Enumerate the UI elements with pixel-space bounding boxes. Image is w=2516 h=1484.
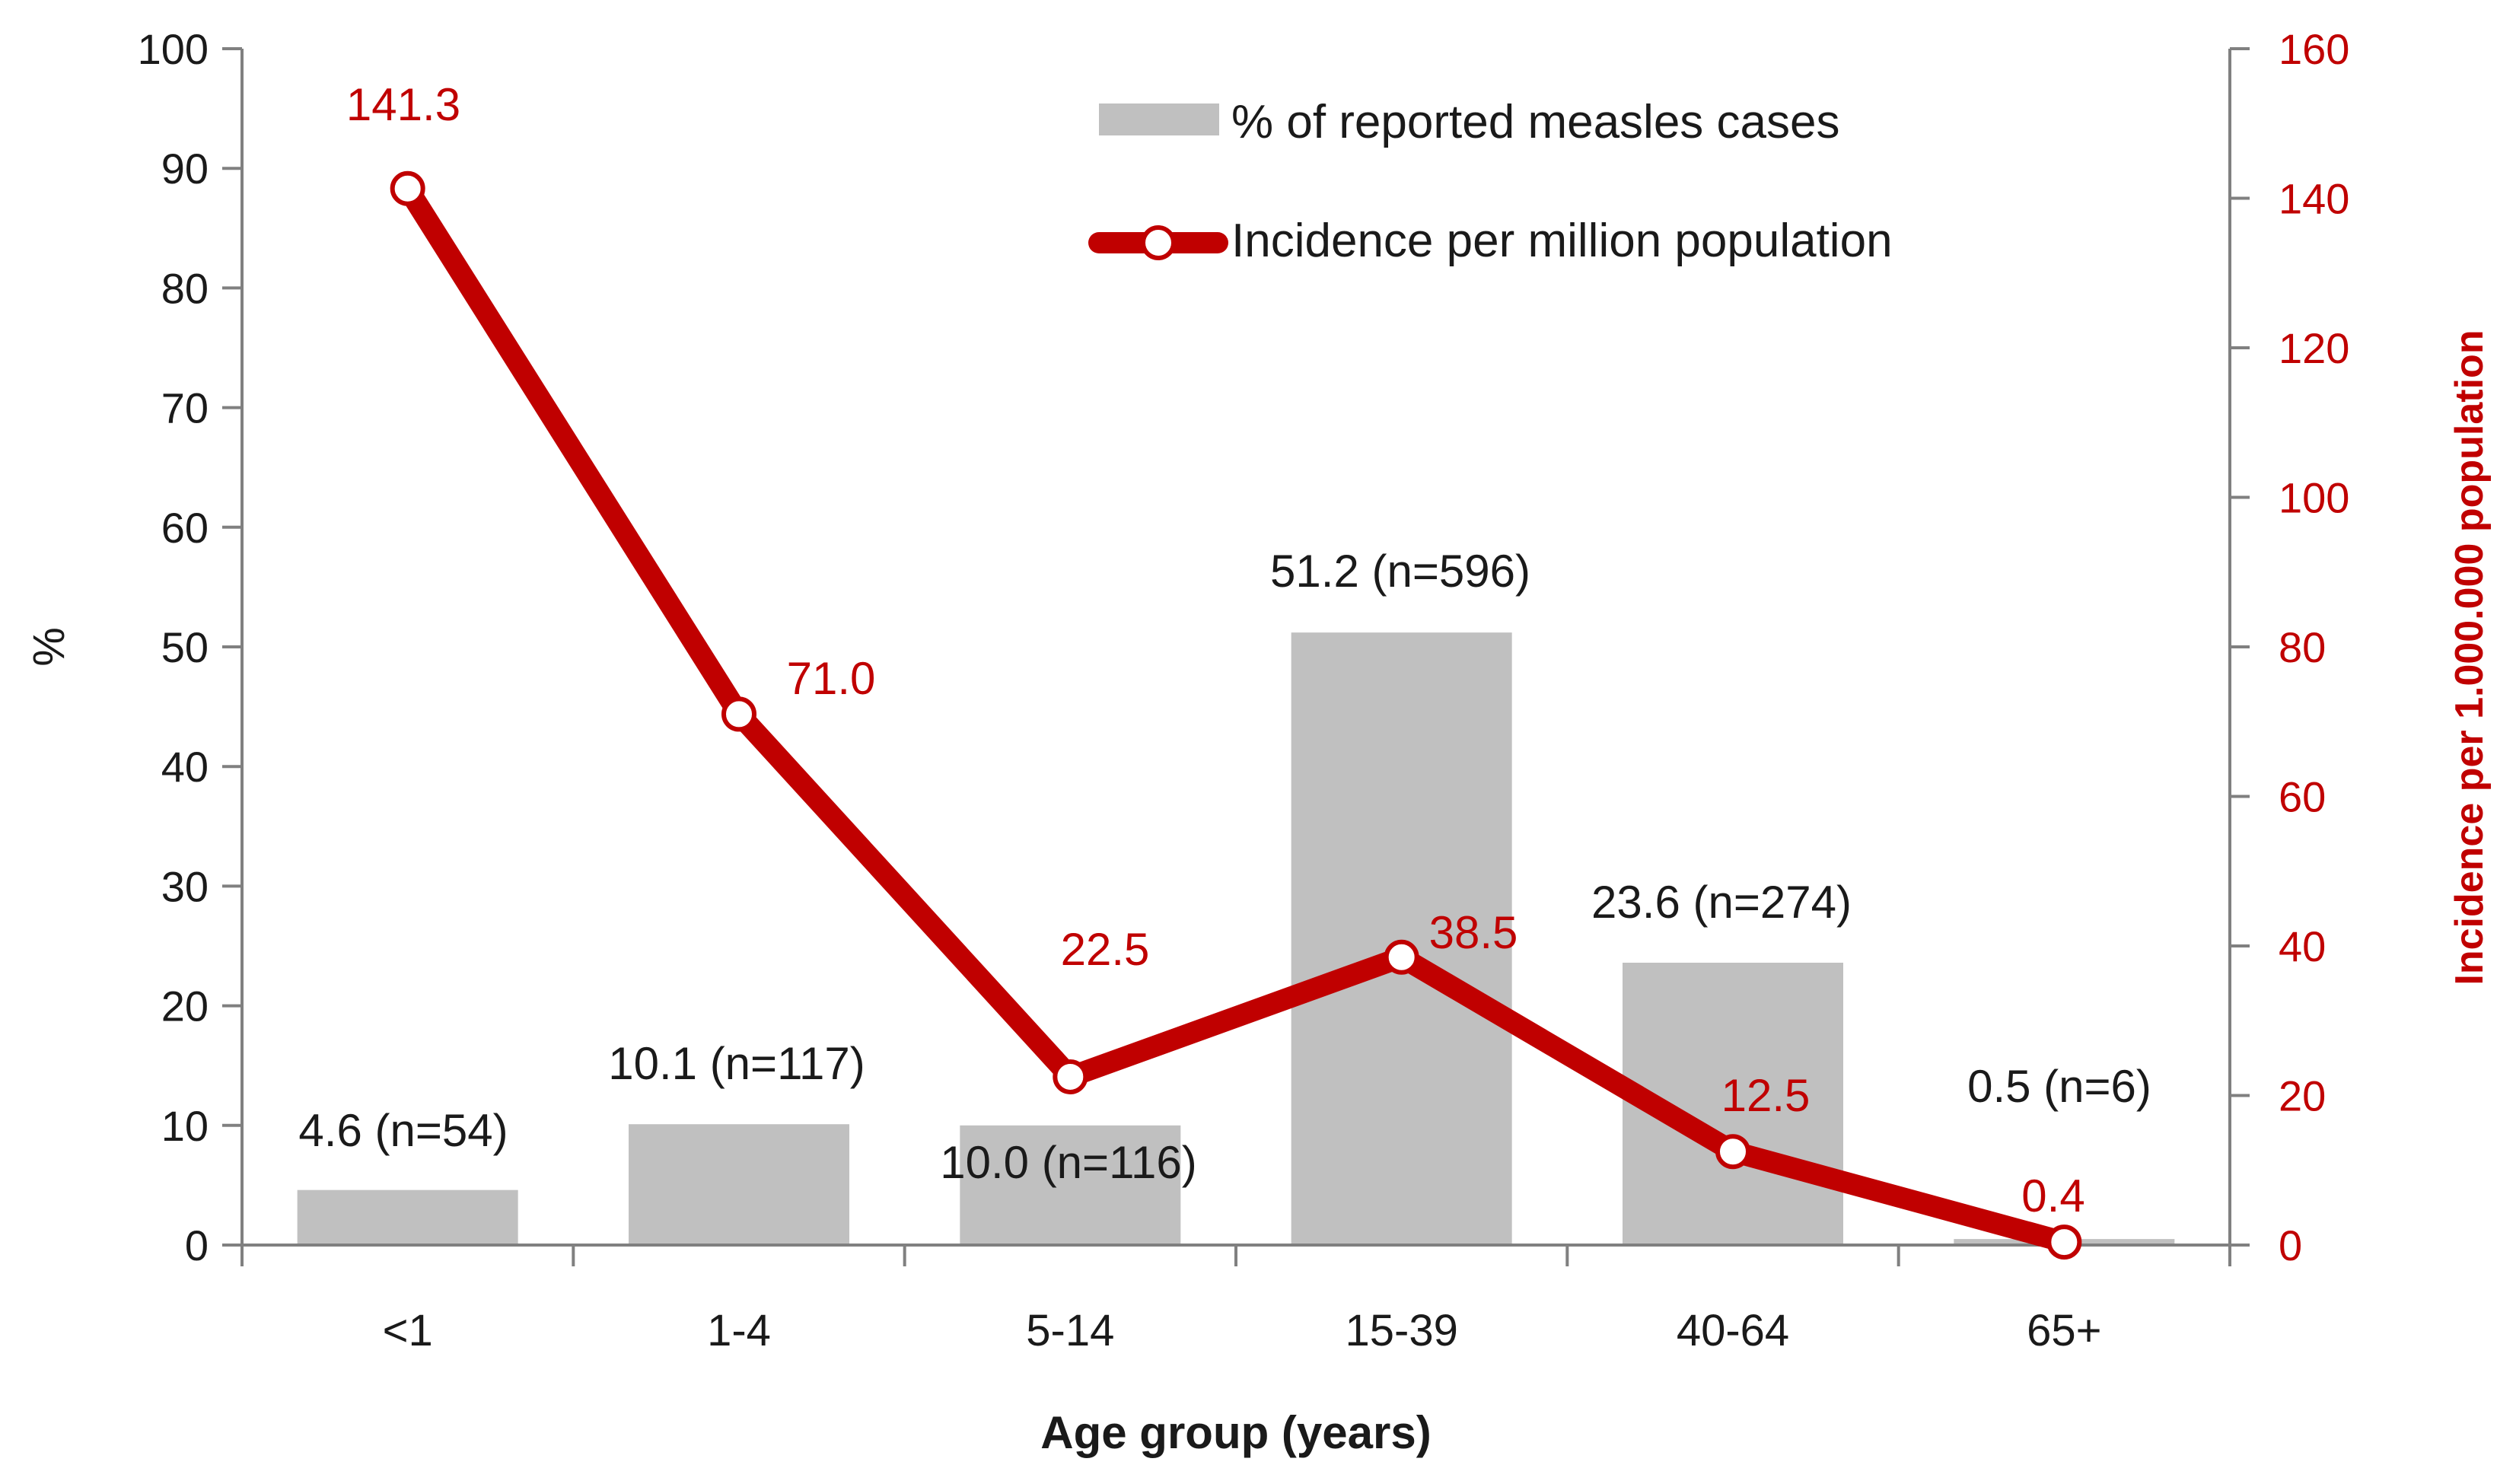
- right-tick-label-1: 20: [2279, 1072, 2326, 1120]
- legend-line-label: Incidence per million population: [1231, 215, 1893, 267]
- bar-label-4: 23.6 (n=274): [1591, 877, 1852, 928]
- line-point-2: [1053, 1059, 1088, 1094]
- left-tick-label-8: 80: [161, 264, 209, 312]
- bar-label-0: 4.6 (n=54): [298, 1105, 508, 1156]
- line-point-0: [390, 170, 425, 206]
- left-tick-label-3: 30: [161, 862, 209, 910]
- x-axis-title: Age group (years): [1040, 1407, 1431, 1458]
- right-tick-label-8: 160: [2279, 25, 2349, 73]
- right-tick-label-6: 120: [2279, 324, 2349, 372]
- bar-2: [960, 1125, 1181, 1245]
- bar-1: [629, 1124, 849, 1245]
- legend-line-marker: [1141, 225, 1176, 260]
- bar-label-5: 0.5 (n=6): [1967, 1061, 2151, 1112]
- bar-label-2: 10.0 (n=116): [940, 1137, 1196, 1188]
- left-tick-label-10: 100: [138, 25, 209, 73]
- x-tick-label-1: 1-4: [707, 1306, 771, 1355]
- bar-label-3: 51.2 (n=596): [1270, 546, 1530, 597]
- line-point-1: [721, 696, 756, 732]
- line-label-1: 71.0: [787, 653, 876, 704]
- x-tick-label-5: 65+: [2027, 1306, 2101, 1355]
- right-tick-label-5: 100: [2279, 474, 2349, 522]
- left-tick-label-0: 0: [185, 1221, 209, 1269]
- x-tick-label-2: 5-14: [1026, 1306, 1114, 1355]
- y2-axis-title: Incidence per 1.000.000 population: [2448, 330, 2492, 985]
- line-label-4: 12.5: [1721, 1070, 1811, 1121]
- left-tick-label-1: 10: [161, 1102, 209, 1150]
- legend-bar-label: % of reported measles cases: [1231, 96, 1840, 148]
- left-tick-label-5: 50: [161, 623, 209, 671]
- right-tick-label-0: 0: [2279, 1221, 2302, 1269]
- left-tick-label-9: 90: [161, 145, 209, 193]
- line-label-0: 141.3: [346, 79, 460, 130]
- left-tick-label-4: 40: [161, 743, 209, 791]
- y-axis-title: %: [24, 627, 74, 667]
- bar-0: [297, 1189, 518, 1245]
- bar-label-1: 10.1 (n=117): [608, 1038, 865, 1089]
- left-tick-label-6: 60: [161, 504, 209, 552]
- line-point-4: [1715, 1134, 1750, 1170]
- right-tick-label-7: 140: [2279, 175, 2349, 223]
- line-label-3: 38.5: [1429, 907, 1518, 958]
- left-tick-label-2: 20: [161, 982, 209, 1030]
- x-tick-label-4: 40-64: [1677, 1306, 1789, 1355]
- legend-bar-swatch: [1099, 103, 1219, 135]
- line-label-2: 22.5: [1061, 924, 1150, 975]
- right-tick-label-3: 60: [2279, 773, 2326, 821]
- incidence-line: [397, 177, 2075, 1253]
- x-tick-label-3: 15-39: [1345, 1306, 1457, 1355]
- line-point-3: [1384, 939, 1419, 975]
- left-tick-label-7: 70: [161, 384, 209, 432]
- right-tick-label-4: 80: [2279, 623, 2326, 671]
- line-point-5: [2046, 1224, 2082, 1260]
- line-label-5: 0.4: [2021, 1170, 2084, 1221]
- bar-3: [1291, 632, 1512, 1245]
- right-tick-label-2: 40: [2279, 922, 2326, 970]
- x-tick-label-0: <1: [383, 1306, 433, 1355]
